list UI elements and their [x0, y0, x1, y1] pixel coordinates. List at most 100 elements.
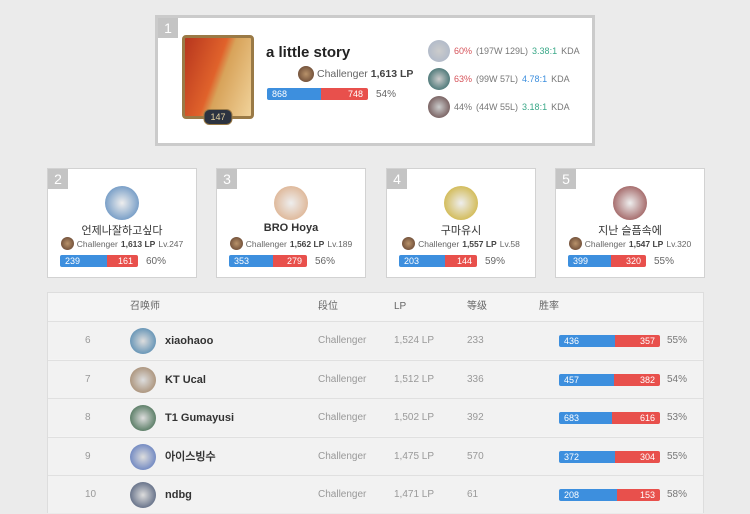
wins: 239 [60, 255, 107, 267]
champion-stat: 44% (44W 55L) 3.18:1 KDA [428, 96, 570, 118]
summoner-name[interactable]: T1 Gumayusi [165, 412, 235, 424]
wins: 203 [399, 255, 445, 267]
win-loss-bar: 868 748 [267, 88, 368, 100]
win-loss-bar: 436 357 [559, 335, 660, 347]
table-row[interactable]: 10 ndbg Challenger 1,471 LP 61 208 153 58… [48, 475, 703, 513]
lp: 1,512 LP [394, 373, 435, 385]
champ-kda: 4.78:1 [522, 74, 548, 84]
champ-kda: 3.38:1 [532, 46, 558, 56]
tier-label: Challenger [584, 238, 626, 249]
rank: 7 [85, 373, 91, 385]
win-loss-bar: 457 382 [559, 373, 660, 386]
kda-label: KDA [551, 102, 570, 112]
avatar [130, 328, 156, 354]
challenger-emblem-icon [298, 66, 314, 82]
profile-avatar: 147 [182, 35, 254, 125]
winrate: 55% [667, 450, 688, 462]
level: 392 [467, 412, 484, 423]
champ-record: (44W 55L) [476, 102, 519, 112]
winrate: 54% [667, 373, 688, 385]
win-loss-bar: 683 616 [559, 412, 660, 424]
lp: 1,524 LP [394, 335, 435, 346]
win-loss-bar: 239 161 [60, 255, 138, 267]
table-row[interactable]: 8 T1 Gumayusi Challenger 1,502 LP 392 68… [48, 398, 703, 436]
level: Lv.247 [158, 238, 184, 249]
wins: 372 [559, 450, 615, 463]
tier-label: Challenger [418, 238, 460, 249]
tier: Challenger [318, 373, 367, 385]
losses: 279 [272, 255, 307, 267]
summoner-name[interactable]: 언제나잘하고싶다 [81, 225, 163, 237]
winrate: 56% [315, 256, 336, 267]
losses: 382 [614, 373, 660, 386]
avatar [105, 186, 139, 220]
champion-stat: 60% (197W 129L) 3.38:1 KDA [428, 40, 580, 62]
player-card[interactable]: 2 언제나잘하고싶다 Challenger 1,613 LP Lv.247 239… [47, 168, 197, 278]
level-badge: 147 [203, 109, 233, 125]
summoner-name[interactable]: xiaohaoo [165, 335, 214, 347]
header-winrate: 胜率 [539, 301, 559, 312]
win-loss-bar: 203 144 [399, 255, 477, 267]
losses: 748 [321, 88, 368, 100]
winrate: 59% [485, 256, 506, 267]
losses: 357 [614, 335, 660, 347]
rank-badge: 5 [556, 169, 576, 189]
header-summoner: 召唤师 [130, 301, 160, 312]
challenger-emblem-icon [402, 237, 416, 250]
champ-winrate: 63% [454, 74, 473, 84]
level: Lv.189 [327, 238, 353, 249]
champion-icon [428, 40, 450, 62]
winrate: 60% [146, 256, 167, 267]
player-card[interactable]: 5 지난 슬픔속에 Challenger 1,547 LP Lv.320 399 3… [555, 168, 705, 278]
summoner-name[interactable]: a little story [266, 44, 351, 61]
win-loss-bar: 372 304 [559, 450, 660, 463]
losses: 616 [612, 412, 660, 424]
header-level: 等级 [467, 301, 487, 312]
summoner-name[interactable]: BRO Hoya [263, 222, 319, 234]
rank: 10 [85, 489, 97, 500]
challenger-emblem-icon [60, 237, 74, 250]
summoner-name[interactable]: 구마유시 [440, 225, 482, 237]
table-row[interactable]: 9 아이스빙수 Challenger 1,475 LP 570 372 304 5… [48, 436, 703, 475]
summoner-name[interactable]: KT Ucal [165, 373, 206, 386]
ranking-table: 召唤师 段位 LP 等级 胜率 6 xiaohaoo Challenger 1,… [47, 292, 704, 513]
tier: Challenger [318, 450, 367, 462]
player-card[interactable]: 4 구마유시 Challenger 1,557 LP Lv.58 203 144 5… [386, 168, 536, 278]
challenger-emblem-icon [568, 237, 582, 250]
tier-info: Challenger 1,613 LP [298, 66, 413, 82]
avatar [130, 366, 156, 393]
tier: Challenger [318, 412, 367, 423]
losses: 304 [614, 450, 660, 463]
kda-label: KDA [551, 74, 570, 84]
losses: 320 [611, 255, 646, 267]
tier-info: Challenger 1,613 LP Lv.247 [48, 237, 196, 250]
player-card[interactable]: 3 BRO Hoya Challenger 1,562 LP Lv.189 353… [216, 168, 366, 278]
table-row[interactable]: 7 KT Ucal Challenger 1,512 LP 336 457 382… [48, 359, 703, 398]
losses: 161 [106, 255, 138, 267]
losses: 144 [444, 255, 477, 267]
tier-label: Challenger [76, 238, 118, 249]
header-tier: 段位 [318, 301, 338, 312]
wins: 868 [267, 88, 322, 100]
rank-badge: 3 [217, 169, 237, 189]
top-player-card[interactable]: 1 147 a little story Challenger 1,613 LP… [155, 15, 595, 146]
tier-info: Challenger 1,557 LP Lv.58 [387, 237, 535, 250]
champion-stat: 63% (99W 57L) 4.78:1 KDA [428, 68, 570, 90]
summoner-name[interactable]: ndbg [165, 489, 192, 501]
champ-winrate: 44% [454, 102, 473, 112]
lp-value: 1,562 LP [289, 238, 325, 249]
win-loss-bar: 208 153 [559, 489, 660, 501]
winrate: 55% [667, 335, 688, 346]
wins: 208 [559, 489, 618, 501]
champ-winrate: 60% [454, 46, 473, 56]
winrate: 53% [667, 412, 688, 423]
win-loss-bar: 399 320 [568, 255, 646, 267]
lp-value: 1,613 LP [120, 238, 156, 249]
lp: 1,475 LP [394, 450, 435, 462]
summoner-name[interactable]: 지난 슬픔속에 [598, 225, 662, 237]
summoner-name[interactable]: 아이스빙수 [165, 450, 216, 463]
winrate: 58% [667, 489, 688, 500]
table-row[interactable]: 6 xiaohaoo Challenger 1,524 LP 233 436 35… [48, 321, 703, 359]
tier: Challenger [318, 335, 367, 346]
level: Lv.320 [666, 238, 692, 249]
